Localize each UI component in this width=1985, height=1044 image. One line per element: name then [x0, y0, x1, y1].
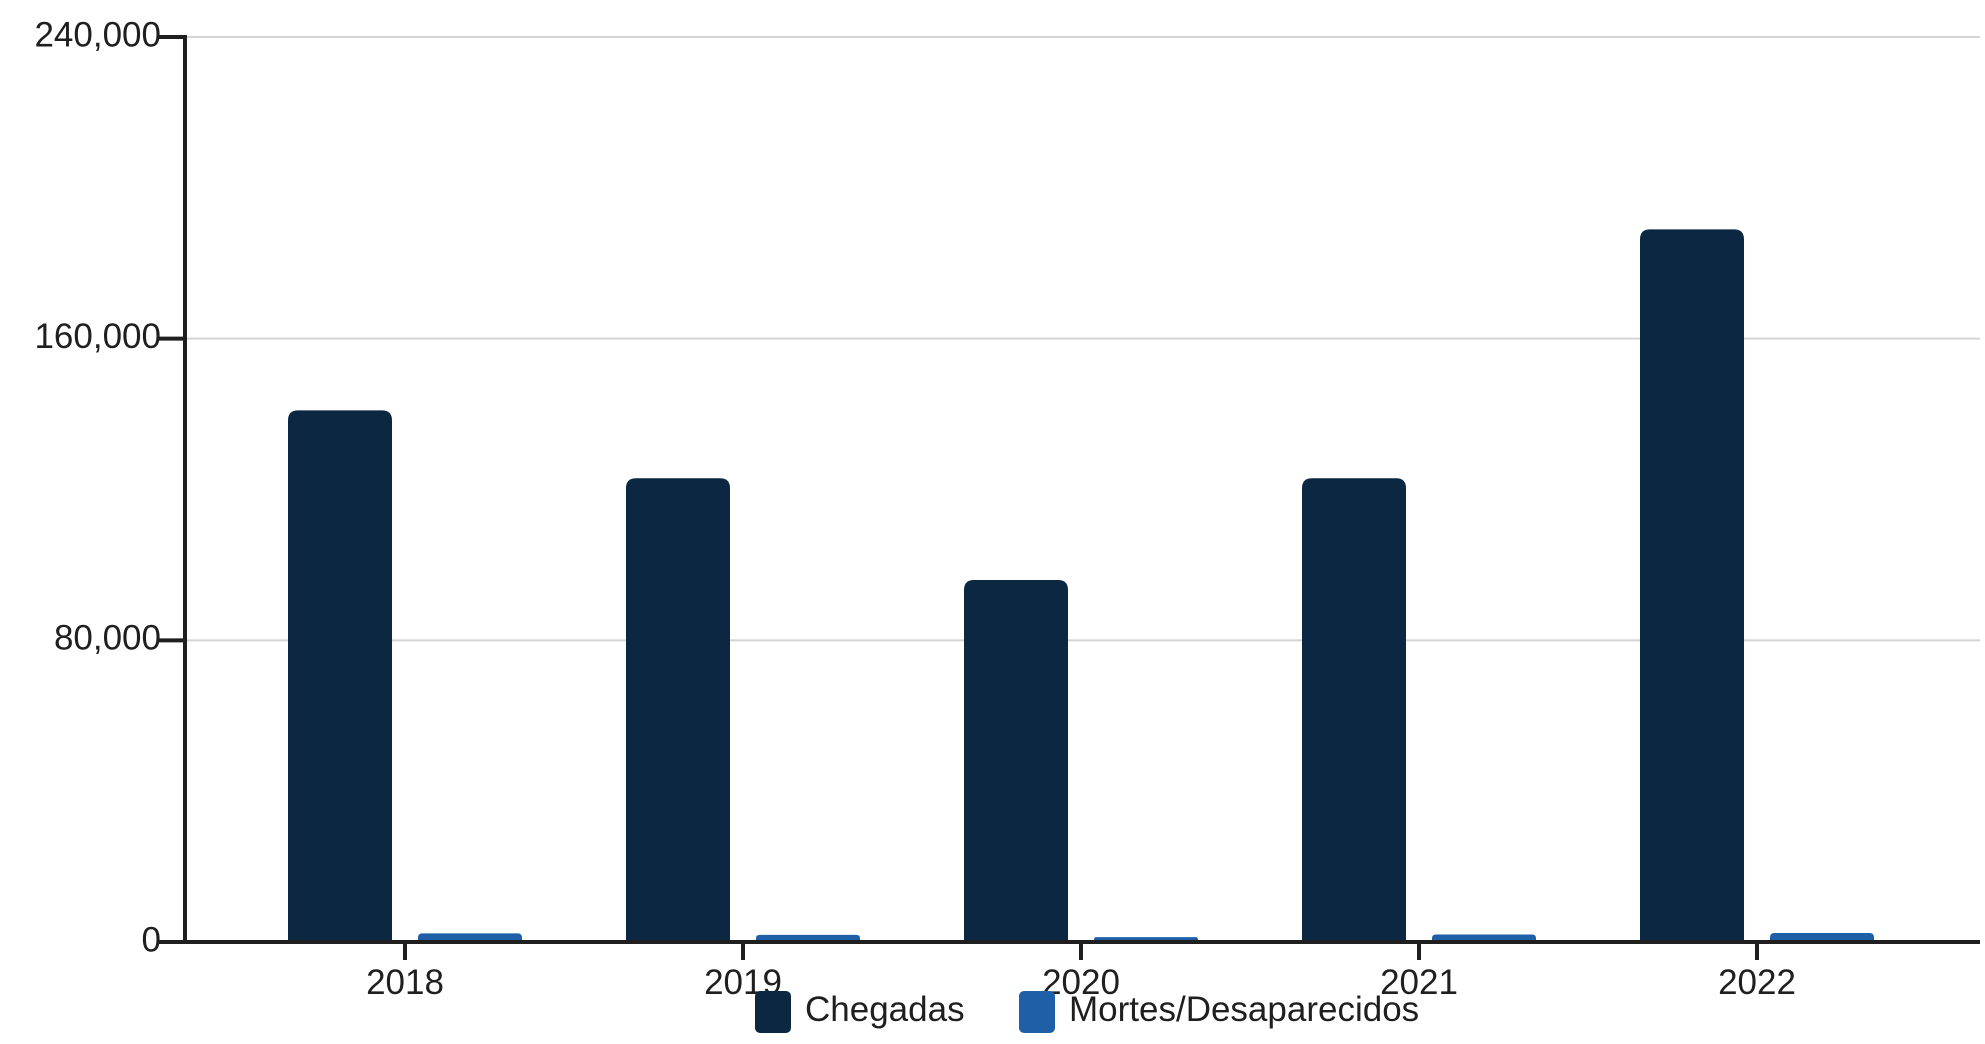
y-tick-label: 240,000: [34, 15, 161, 54]
bar-chegadas-2019: [626, 478, 730, 942]
bar-chegadas-2020: [964, 580, 1068, 942]
bar-chegadas-2021: [1302, 478, 1406, 942]
bar-chegadas-2018: [288, 410, 392, 942]
legend-label: Chegadas: [805, 990, 965, 1029]
legend-label: Mortes/Desaparecidos: [1069, 990, 1419, 1029]
bars: [288, 229, 1874, 942]
bar-chegadas-2022: [1640, 229, 1744, 942]
legend-swatch: [755, 991, 791, 1033]
axes: [159, 35, 1980, 960]
x-tick-label: 2018: [366, 963, 444, 1002]
legend: Chegadas Mortes/Desaparecidos: [755, 990, 1419, 1033]
y-tick-label: 80,000: [54, 619, 161, 658]
x-tick-label: 2022: [1718, 963, 1796, 1002]
legend-swatch: [1019, 991, 1055, 1033]
y-tick-label: 0: [142, 920, 161, 959]
bar-mortes-desaparecidos-2018: [418, 933, 522, 942]
bar-mortes-desaparecidos-2022: [1770, 932, 1874, 942]
x-tick-label: 2021: [1380, 963, 1458, 1002]
y-tick-label: 160,000: [34, 317, 161, 356]
x-tick-label: 2020: [1042, 963, 1120, 1002]
